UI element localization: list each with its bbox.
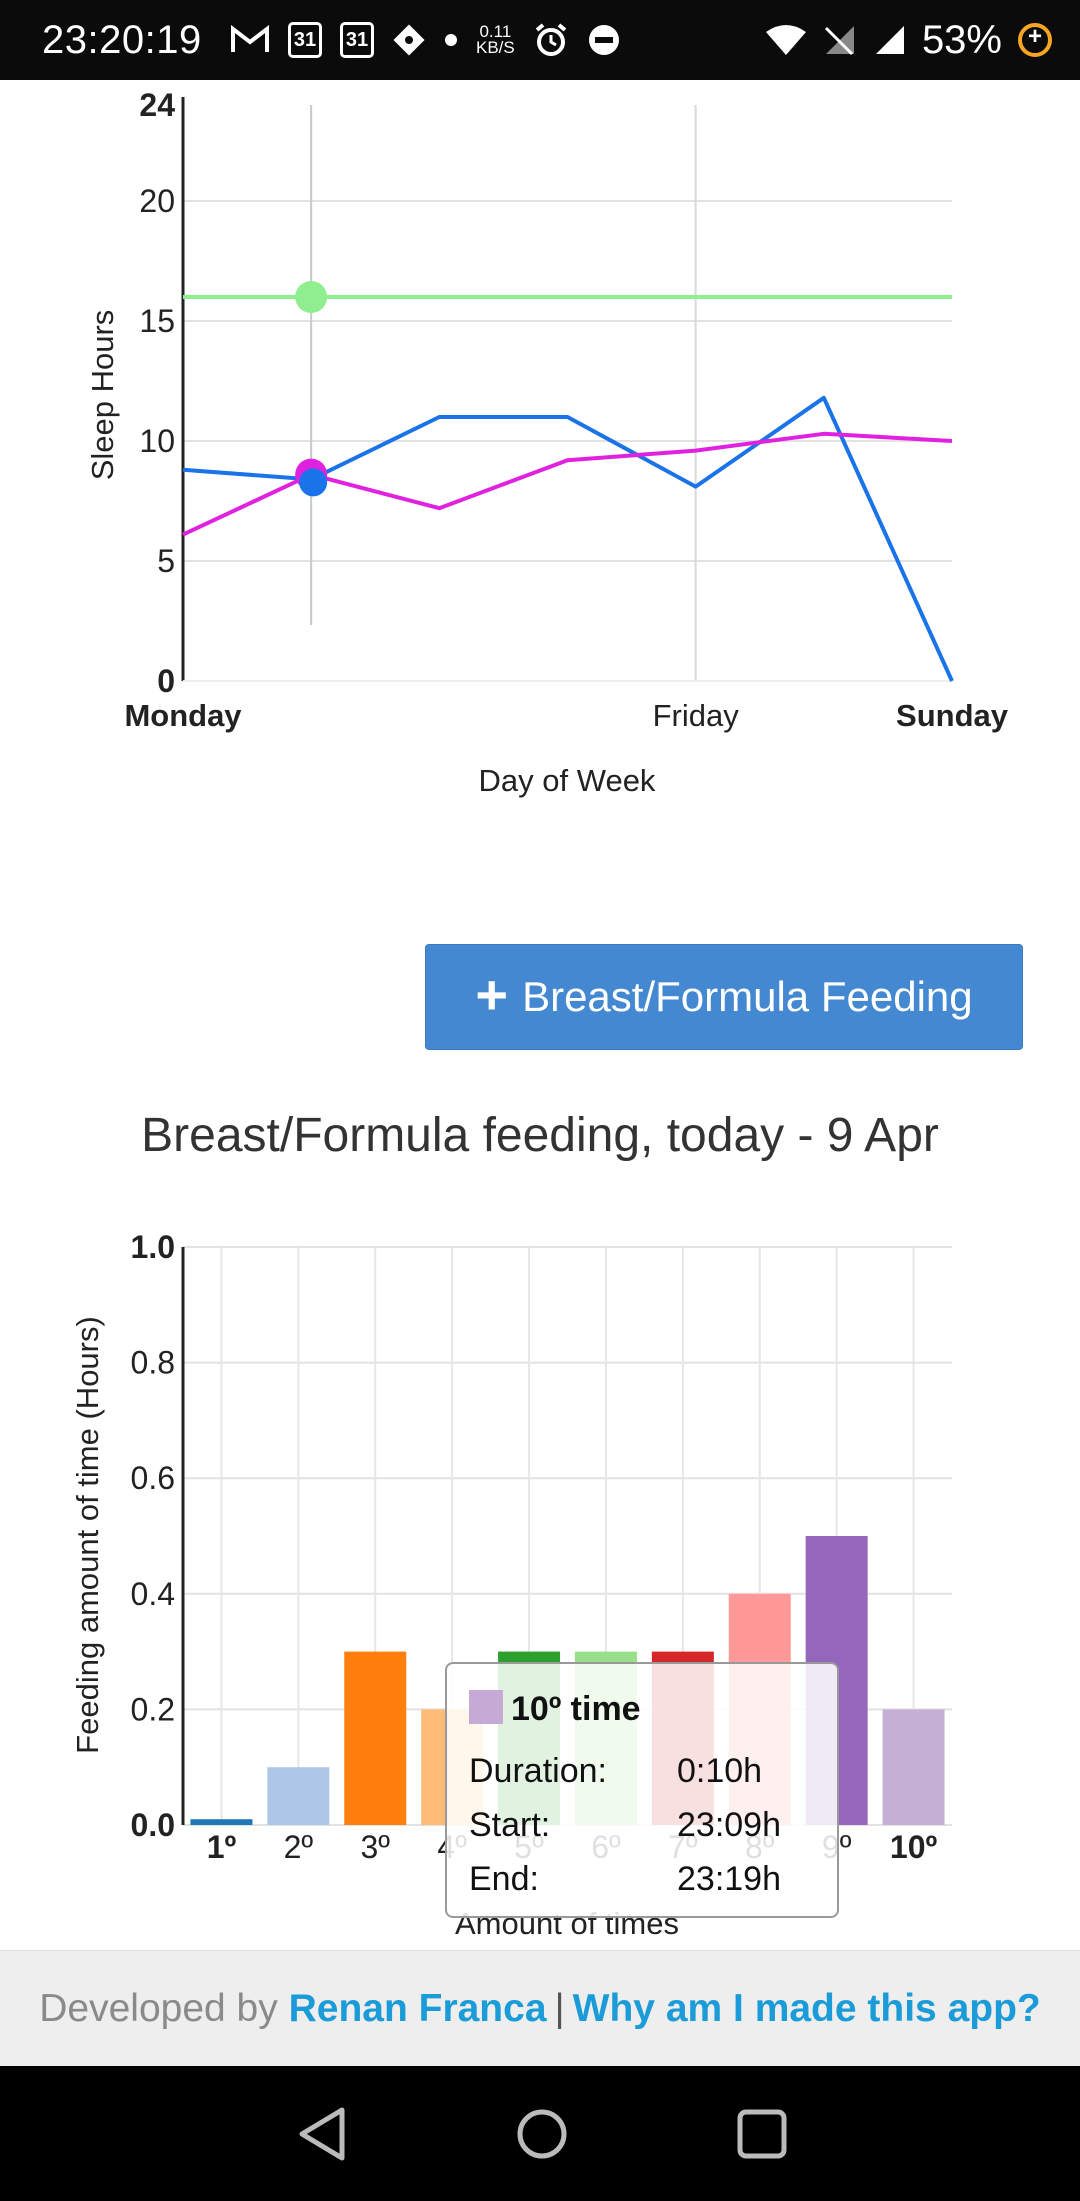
sleep-hours-chart[interactable]: 0 5 10 15 20 24 Monday Friday Sunday Day of Week S… — [0, 80, 1080, 840]
navigation-bar — [0, 2066, 1080, 2201]
author-link[interactable]: Renan Franca — [288, 1987, 547, 2030]
calendar-icon: 31 — [288, 22, 322, 58]
data-rate-unit: KB/S — [476, 38, 515, 57]
footer: Developed by Renan Franca | Why am I made … — [0, 1950, 1080, 2067]
x-tick-label: Friday — [653, 698, 740, 733]
y-tick-label: 5 — [157, 543, 175, 579]
y-tick-label: 0.6 — [131, 1460, 175, 1496]
x-axis-title: Day of Week — [479, 763, 656, 798]
gmail-icon — [230, 25, 270, 55]
add-feeding-button[interactable]: + Breast/Formula Feeding — [425, 944, 1023, 1050]
no-signal-icon — [822, 24, 856, 56]
signal-icon — [872, 24, 906, 56]
y-tick-label: 0.0 — [131, 1807, 175, 1843]
battery-percentage: 53% — [921, 17, 1002, 62]
status-time: 23:20:19 — [42, 18, 202, 62]
bar — [882, 1709, 945, 1825]
notification-icons: 31 31 0.11 KB/S — [230, 14, 621, 66]
wifi-icon — [765, 24, 806, 56]
tooltip-duration-label: Duration: — [469, 1752, 607, 1790]
data-rate-value: 0.11 — [479, 22, 512, 41]
footer-separator: | — [554, 1987, 565, 2030]
y-tick-label: 1.0 — [131, 1229, 175, 1265]
home-icon[interactable] — [514, 2106, 570, 2167]
system-indicators: 53% — [765, 14, 1052, 66]
maps-icon — [392, 23, 426, 57]
bar — [190, 1819, 253, 1825]
y-tick-label: 0.2 — [131, 1691, 175, 1727]
tooltip-start-value: 23:09h — [677, 1806, 781, 1844]
y-tick-label: 10 — [139, 423, 175, 459]
y-tick-label: 24 — [139, 87, 175, 123]
tooltip-duration-value: 0:10h — [677, 1752, 763, 1790]
tooltip-title: 10º time — [511, 1690, 641, 1728]
y-tick-label: 20 — [139, 183, 175, 219]
battery-saver-icon — [1018, 23, 1052, 57]
bar — [344, 1651, 407, 1825]
status-bar: 23:20:19 31 31 0.11 KB/S 53% — [0, 0, 1080, 80]
y-tick-label: 15 — [139, 303, 175, 339]
dot-icon — [444, 33, 458, 47]
tooltip-color-swatch — [469, 1690, 503, 1724]
y-tick-label: 0.4 — [131, 1576, 175, 1612]
x-tick-label: 2º — [284, 1829, 314, 1865]
x-tick-label: 10º — [890, 1829, 938, 1865]
tooltip-end-label: End: — [469, 1860, 539, 1898]
data-rate-icon: 0.11 KB/S — [476, 22, 515, 57]
y-axis-title: Feeding amount of time (Hours) — [70, 1316, 105, 1754]
x-tick-label: Sunday — [896, 698, 1009, 733]
y-axis-title: Sleep Hours — [85, 310, 120, 481]
tooltip-end-value: 23:19h — [677, 1860, 781, 1898]
footer-prefix: Developed by — [39, 1987, 278, 2030]
dnd-icon — [587, 23, 621, 57]
x-tick-label: Monday — [124, 698, 242, 733]
why-app-link[interactable]: Why am I made this app? — [572, 1987, 1041, 2030]
x-tick-label: 1º — [207, 1829, 237, 1865]
tooltip-start-label: Start: — [469, 1806, 551, 1844]
back-icon[interactable] — [296, 2106, 348, 2167]
hover-point — [295, 281, 328, 313]
y-tick-label: 0.8 — [131, 1345, 175, 1381]
add-feeding-button-label: Breast/Formula Feeding — [522, 973, 973, 1020]
calendar-icon-2: 31 — [340, 22, 374, 58]
y-tick-label: 0 — [157, 663, 175, 699]
series-line-2 — [182, 431, 953, 537]
hover-point — [299, 468, 328, 497]
feeding-tooltip: 10º time Duration: 0:10h Start: 23:09h E… — [445, 1662, 839, 1918]
x-tick-label: 3º — [361, 1829, 391, 1865]
recents-icon[interactable] — [734, 2106, 790, 2167]
bar — [267, 1767, 330, 1825]
plus-icon: + — [475, 963, 509, 1026]
feeding-chart-title: Breast/Formula feeding, today - 9 Apr — [141, 1109, 939, 1162]
alarm-icon — [533, 22, 569, 58]
